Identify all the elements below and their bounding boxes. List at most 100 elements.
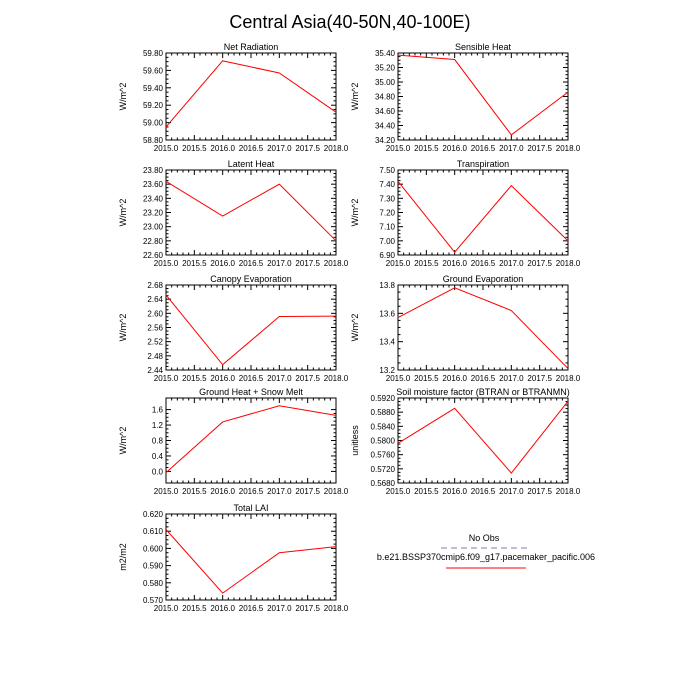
panel-title: Transpiration [457,159,509,169]
x-tick-label: 2017.0 [499,487,524,496]
y-axis-label: W/m^2 [118,83,128,111]
x-tick-label: 2016.0 [210,487,235,496]
y-tick-label: 0.600 [143,544,164,553]
y-axis-label: W/m^2 [118,199,128,227]
chart-panel: Ground Evaporation W/m^2 13.2 13.4 13.6 13.8 2… [350,274,581,383]
y-tick-label: 0.5880 [371,408,396,417]
x-tick-label: 2017.0 [499,259,524,268]
series-line [397,181,569,253]
y-axis-label: m2/m2 [118,543,128,571]
x-tick-label: 2017.0 [267,604,292,613]
y-tick-label: 2.52 [147,338,163,347]
y-tick-label: 6.90 [379,251,395,260]
panel-title: Sensible Heat [455,42,512,52]
x-tick-label: 2015.0 [386,259,411,268]
y-tick-label: 2.68 [147,281,163,290]
x-tick-label: 2016.0 [210,604,235,613]
y-tick-label: 7.30 [379,194,395,203]
y-tick-label: 1.6 [152,406,164,415]
series-line [165,405,337,473]
y-tick-label: 34.60 [375,107,396,116]
plot-frame [397,284,569,371]
x-tick-label: 2015.5 [182,374,207,383]
y-tick-label: 59.80 [143,49,164,58]
x-tick-label: 2016.5 [471,374,496,383]
x-tick-label: 2016.5 [239,487,264,496]
series-line [165,180,337,242]
panel-title: Canopy Evaporation [210,274,292,284]
x-tick-label: 2018.0 [556,374,581,383]
x-tick-label: 2016.5 [239,374,264,383]
y-tick-label: 34.40 [375,122,396,131]
y-tick-label: 35.00 [375,78,396,87]
y-tick-label: 1.2 [152,421,164,430]
x-tick-label: 2016.0 [442,259,467,268]
y-tick-label: 0.610 [143,527,164,536]
chart-panel: Canopy Evaporation W/m^2 2.44 2.48 2.52 2.56 2… [118,274,349,383]
x-tick-label: 2017.5 [527,374,552,383]
y-tick-label: 23.40 [143,194,164,203]
x-tick-label: 2016.5 [471,487,496,496]
series-line [397,287,569,369]
y-tick-label: 59.60 [143,66,164,75]
y-tick-label: 0.5720 [371,465,396,474]
y-tick-label: 2.44 [147,366,163,375]
x-tick-label: 2016.0 [442,374,467,383]
y-tick-label: 23.80 [143,166,164,175]
x-tick-label: 2015.5 [414,487,439,496]
panel-title: Ground Evaporation [443,274,524,284]
y-tick-label: 0.5800 [371,437,396,446]
series-line [397,400,569,474]
x-tick-label: 2017.5 [295,374,320,383]
x-tick-label: 2016.0 [210,259,235,268]
x-tick-label: 2015.5 [182,604,207,613]
x-tick-label: 2016.5 [239,144,264,153]
chart-panel: Total LAI m2/m2 0.570 0.580 0.590 0.600 0.610 0… [118,503,349,613]
y-tick-label: 35.20 [375,64,396,73]
x-tick-label: 2018.0 [324,144,349,153]
x-tick-label: 2017.0 [499,374,524,383]
x-tick-label: 2018.0 [324,487,349,496]
x-tick-label: 2017.5 [295,144,320,153]
legend-obs-label: No Obs [469,533,500,543]
x-tick-label: 2017.5 [295,259,320,268]
x-tick-label: 2016.5 [471,144,496,153]
x-tick-label: 2015.5 [182,144,207,153]
panel-title: Net Radiation [224,42,279,52]
x-tick-label: 2015.0 [154,487,179,496]
x-tick-label: 2017.0 [267,487,292,496]
y-tick-label: 58.80 [143,136,164,145]
y-tick-label: 0.580 [143,579,164,588]
x-tick-label: 2018.0 [556,487,581,496]
y-tick-label: 23.60 [143,180,164,189]
y-tick-label: 23.20 [143,209,164,218]
y-tick-label: 22.80 [143,237,164,246]
x-tick-label: 2015.0 [386,487,411,496]
panel-title: Total LAI [233,503,268,513]
series-line [165,294,337,366]
x-tick-label: 2017.5 [527,259,552,268]
y-tick-label: 0.590 [143,562,164,571]
y-tick-label: 0.620 [143,510,164,519]
x-tick-label: 2017.5 [295,487,320,496]
y-tick-label: 0.5920 [371,394,396,403]
x-tick-label: 2018.0 [324,259,349,268]
x-tick-label: 2015.0 [154,374,179,383]
x-tick-label: 2017.5 [527,144,552,153]
x-tick-label: 2017.5 [527,487,552,496]
panel-title: Soil moisture factor (BTRAN or BTRANMN) [396,387,570,397]
y-tick-label: 13.6 [379,309,395,318]
y-tick-label: 35.40 [375,49,396,58]
y-axis-label: W/m^2 [118,314,128,342]
y-tick-label: 13.8 [379,281,395,290]
y-tick-label: 0.5680 [371,479,396,488]
x-tick-label: 2016.5 [239,604,264,613]
x-tick-label: 2016.0 [442,487,467,496]
x-tick-label: 2015.0 [154,144,179,153]
panel-title: Ground Heat + Snow Melt [199,387,303,397]
chart-panel: Transpiration W/m^2 6.90 7.00 7.10 7.20 7.30 7.… [350,159,581,268]
y-tick-label: 0.8 [152,437,164,446]
y-axis-label: W/m^2 [350,83,360,111]
y-tick-label: 0.5760 [371,451,396,460]
